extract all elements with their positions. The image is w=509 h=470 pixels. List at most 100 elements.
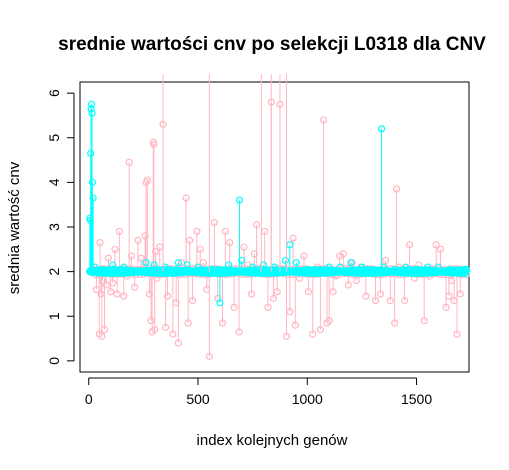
data-point [259, 261, 268, 269]
y-axis-label: srednia wartość cnv [6, 161, 23, 294]
data-point [432, 241, 440, 249]
data-point [462, 265, 470, 273]
data-point [423, 263, 432, 271]
data-point [163, 292, 172, 300]
data-point [172, 299, 180, 307]
data-point [402, 263, 410, 271]
data-point [98, 332, 106, 340]
x-tick-label: 1000 [292, 391, 323, 407]
data-point [269, 294, 278, 302]
data-point [320, 116, 328, 124]
data-point [249, 263, 257, 271]
data-point [282, 332, 291, 340]
data-point [316, 326, 324, 334]
data-point [336, 252, 344, 260]
data-point [199, 259, 208, 267]
data-point [88, 109, 96, 117]
data-point [329, 288, 337, 296]
data-point [344, 281, 352, 289]
data-point [111, 245, 119, 253]
y-tick-label: 1 [46, 312, 62, 320]
data-point [104, 254, 113, 262]
data-point [391, 265, 399, 273]
data-point [325, 317, 333, 325]
data-point [216, 299, 224, 307]
data-point [143, 176, 151, 184]
data-point [380, 263, 388, 271]
data-point [134, 236, 142, 244]
data-point [174, 339, 182, 347]
data-point [391, 319, 399, 327]
data-point [273, 288, 281, 296]
data-point [87, 100, 96, 108]
data-point [412, 265, 421, 273]
data-point [453, 330, 461, 338]
data-point [362, 292, 370, 300]
data-point [371, 297, 380, 305]
data-point [434, 263, 443, 271]
data-point [230, 303, 238, 311]
data-point [456, 290, 464, 298]
data-point [281, 256, 290, 265]
data-point [436, 245, 445, 253]
data-point [303, 265, 311, 273]
series-2 [86, 100, 471, 307]
data-point [336, 263, 344, 271]
data-point [183, 261, 191, 269]
data-point [325, 263, 333, 271]
x-axis-label: index kolejnych genów [197, 432, 348, 449]
data-point [286, 308, 294, 316]
data-point [207, 265, 215, 273]
data-point [300, 252, 308, 260]
data-point [90, 268, 98, 276]
data-point [131, 283, 139, 291]
data-point [210, 218, 219, 227]
data-point [386, 297, 394, 305]
data-point [289, 234, 297, 242]
y-axis: 0 1 2 3 4 5 6 [46, 89, 75, 365]
data-point [347, 259, 355, 267]
data-point [106, 288, 115, 296]
data-point [240, 243, 248, 251]
data-point [182, 194, 190, 202]
data-point [235, 328, 243, 336]
data-point [115, 227, 123, 236]
data-point [291, 321, 299, 329]
data-point [339, 250, 347, 258]
data-point [184, 319, 192, 327]
data-point [377, 125, 386, 133]
y-tick-label: 4 [46, 178, 62, 186]
data-point [161, 263, 169, 271]
data-point [400, 297, 409, 305]
data-point [150, 261, 158, 269]
data-point [127, 252, 135, 260]
data-point [125, 158, 133, 166]
data-point [205, 352, 213, 360]
data-point [137, 254, 145, 262]
x-tick-label: 500 [186, 391, 210, 407]
data-point [120, 292, 128, 300]
series-1-spikes [162, 74, 288, 272]
data-point [98, 276, 107, 285]
y-tick-label: 3 [46, 223, 62, 231]
data-point [96, 239, 104, 247]
data-point [188, 297, 197, 305]
y-tick-label: 0 [46, 357, 62, 365]
data-point [376, 290, 385, 298]
data-point [174, 259, 182, 267]
x-tick-label: 0 [85, 391, 93, 407]
data-point [405, 241, 414, 249]
data-point [109, 261, 117, 269]
data-point [141, 232, 149, 240]
y-tick-label: 6 [46, 89, 62, 97]
data-point [309, 330, 317, 338]
data-point [445, 265, 453, 273]
data-point [238, 256, 246, 265]
data-point [186, 236, 194, 244]
data-point [420, 317, 428, 325]
data-point [162, 323, 170, 331]
data-point [109, 279, 117, 287]
data-point [221, 227, 229, 236]
data-point [264, 303, 272, 311]
data-point [392, 185, 401, 193]
